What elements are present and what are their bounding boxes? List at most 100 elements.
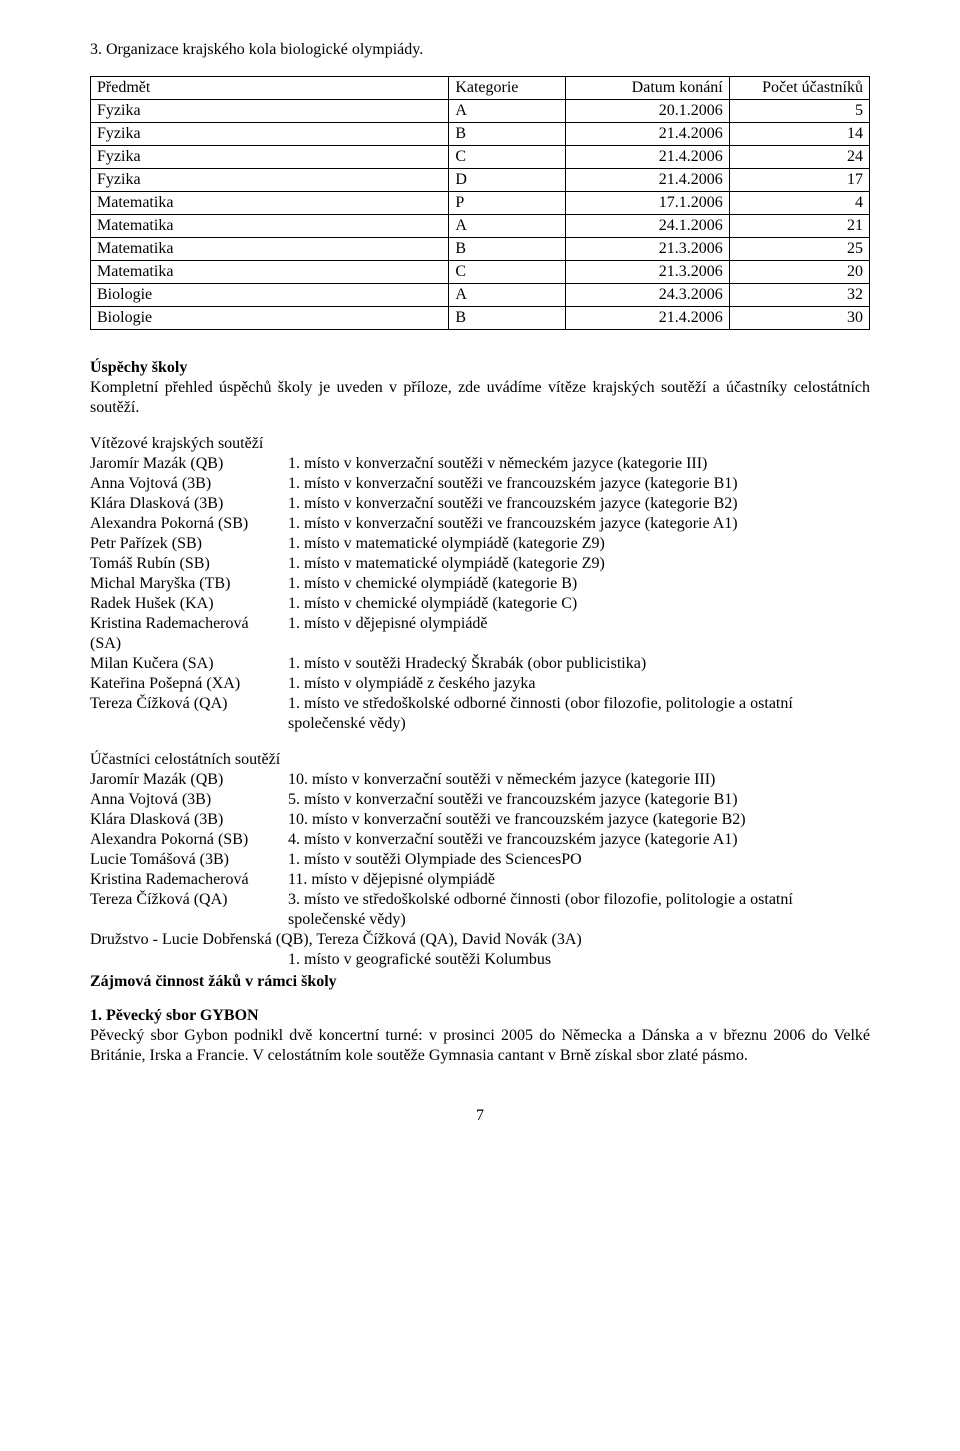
participant-name: Alexandra Pokorná (SB) bbox=[90, 830, 288, 850]
table-cell: Matematika bbox=[91, 192, 449, 215]
participant-name: Tereza Čížková (QA) bbox=[90, 694, 288, 714]
list-item: Anna Vojtová (3B)5. místo v konverzační … bbox=[90, 790, 870, 810]
list-item: Michal Maryška (TB)1. místo v chemické o… bbox=[90, 574, 870, 594]
table-cell: A bbox=[449, 100, 566, 123]
zajmova-heading: Zájmová činnost žáků v rámci školy bbox=[90, 972, 870, 992]
list-item: Milan Kučera (SA)1. místo v soutěži Hrad… bbox=[90, 654, 870, 674]
table-cell: B bbox=[449, 307, 566, 330]
table-cell: D bbox=[449, 169, 566, 192]
participant-result: 5. místo v konverzační soutěži ve franco… bbox=[288, 790, 870, 810]
vitezove-section: Vítězové krajských soutěží Jaromír Mazák… bbox=[90, 434, 870, 734]
table-cell: Fyzika bbox=[91, 146, 449, 169]
participant-name: Milan Kučera (SA) bbox=[90, 654, 288, 674]
list-item: Klára Dlasková (3B)10. místo v konverzač… bbox=[90, 810, 870, 830]
table-row: MatematikaP17.1.20064 bbox=[91, 192, 870, 215]
list-item: Jaromír Mazák (QB)1. místo v konverzační… bbox=[90, 454, 870, 474]
gybon-heading: 1. Pěvecký sbor GYBON bbox=[90, 1006, 870, 1026]
team-line-2: 1. místo v geografické soutěži Kolumbus bbox=[288, 950, 870, 970]
table-cell: 21.4.2006 bbox=[566, 169, 730, 192]
table-cell: 17 bbox=[729, 169, 869, 192]
participant-result: 1. místo v konverzační soutěži ve franco… bbox=[288, 514, 870, 534]
table-row: MatematikaA24.1.200621 bbox=[91, 215, 870, 238]
participant-result: 10. místo v konverzační soutěži ve franc… bbox=[288, 810, 870, 830]
col-count: Počet účastníků bbox=[729, 77, 869, 100]
list-item: Alexandra Pokorná (SB)1. místo v konverz… bbox=[90, 514, 870, 534]
table-cell: 5 bbox=[729, 100, 869, 123]
table-cell: 24.3.2006 bbox=[566, 284, 730, 307]
table-cell: A bbox=[449, 215, 566, 238]
table-cell: P bbox=[449, 192, 566, 215]
participant-name: Lucie Tomášová (3B) bbox=[90, 850, 288, 870]
participant-result: 11. místo v dějepisné olympiádě bbox=[288, 870, 870, 890]
team-line-2-row: 1. místo v geografické soutěži Kolumbus bbox=[90, 950, 870, 970]
participant-result: 1. místo v soutěži Hradecký Škrabák (obo… bbox=[288, 654, 870, 674]
table-row: FyzikaD21.4.200617 bbox=[91, 169, 870, 192]
uspechy-text: Kompletní přehled úspěchů školy je uvede… bbox=[90, 378, 870, 418]
participant-result: 1. místo v olympiádě z českého jazyka bbox=[288, 674, 870, 694]
table-cell: 20 bbox=[729, 261, 869, 284]
participant-name: Jaromír Mazák (QB) bbox=[90, 454, 288, 474]
list-item: Tereza Čížková (QA)1. místo ve středoško… bbox=[90, 694, 870, 734]
participant-result: 1. místo v konverzační soutěži ve franco… bbox=[288, 494, 870, 514]
table-cell: A bbox=[449, 284, 566, 307]
table-cell: 30 bbox=[729, 307, 869, 330]
participant-name: Tomáš Rubín (SB) bbox=[90, 554, 288, 574]
table-row: BiologieB21.4.200630 bbox=[91, 307, 870, 330]
document-page: 3. Organizace krajského kola biologické … bbox=[0, 0, 960, 1156]
list-item: Kristina Rademacherová (SA)1. místo v dě… bbox=[90, 614, 870, 654]
table-cell: 24.1.2006 bbox=[566, 215, 730, 238]
list-item: Tereza Čížková (QA)3. místo ve středoško… bbox=[90, 890, 870, 930]
participant-result: 4. místo v konverzační soutěži ve franco… bbox=[288, 830, 870, 850]
section-3-heading: 3. Organizace krajského kola biologické … bbox=[90, 40, 870, 60]
table-cell: 17.1.2006 bbox=[566, 192, 730, 215]
table-cell: 32 bbox=[729, 284, 869, 307]
participant-result: 1. místo v konverzační soutěži v německé… bbox=[288, 454, 870, 474]
ucastnici-section: Účastníci celostátních soutěží Jaromír M… bbox=[90, 750, 870, 970]
list-item: Jaromír Mazák (QB)10. místo v konverzačn… bbox=[90, 770, 870, 790]
table-cell: C bbox=[449, 261, 566, 284]
participant-name: Tereza Čížková (QA) bbox=[90, 890, 288, 910]
participant-name: Anna Vojtová (3B) bbox=[90, 790, 288, 810]
list-item: Petr Pařízek (SB)1. místo v matematické … bbox=[90, 534, 870, 554]
participant-name: Alexandra Pokorná (SB) bbox=[90, 514, 288, 534]
list-item: Anna Vojtová (3B)1. místo v konverzační … bbox=[90, 474, 870, 494]
table-cell: 21 bbox=[729, 215, 869, 238]
list-item: Kristina Rademacherová11. místo v dějepi… bbox=[90, 870, 870, 890]
table-cell: Fyzika bbox=[91, 123, 449, 146]
participant-name: Petr Pařízek (SB) bbox=[90, 534, 288, 554]
participant-name: Klára Dlasková (3B) bbox=[90, 494, 288, 514]
participant-result: 10. místo v konverzační soutěži v německ… bbox=[288, 770, 870, 790]
table-cell: C bbox=[449, 146, 566, 169]
table-cell: Biologie bbox=[91, 307, 449, 330]
table-cell: Matematika bbox=[91, 215, 449, 238]
list-item: Lucie Tomášová (3B)1. místo v soutěži Ol… bbox=[90, 850, 870, 870]
table-cell: 21.4.2006 bbox=[566, 146, 730, 169]
table-cell: 4 bbox=[729, 192, 869, 215]
participant-name: Radek Hušek (KA) bbox=[90, 594, 288, 614]
list-item: Radek Hušek (KA)1. místo v chemické olym… bbox=[90, 594, 870, 614]
list-item: Tomáš Rubín (SB)1. místo v matematické o… bbox=[90, 554, 870, 574]
table-cell: 21.4.2006 bbox=[566, 307, 730, 330]
table-cell: 25 bbox=[729, 238, 869, 261]
table-row: FyzikaC21.4.200624 bbox=[91, 146, 870, 169]
participant-name: Kristina Rademacherová bbox=[90, 870, 288, 890]
table-cell: Matematika bbox=[91, 261, 449, 284]
table-cell: 21.4.2006 bbox=[566, 123, 730, 146]
table-cell: Matematika bbox=[91, 238, 449, 261]
table-cell: 24 bbox=[729, 146, 869, 169]
participant-result: 3. místo ve středoškolské odborné činnos… bbox=[288, 890, 870, 930]
team-line-1: Družstvo - Lucie Dobřenská (QB), Tereza … bbox=[90, 930, 870, 950]
list-item: Alexandra Pokorná (SB)4. místo v konverz… bbox=[90, 830, 870, 850]
participant-result: 1. místo v chemické olympiádě (kategorie… bbox=[288, 594, 870, 614]
table-cell: 20.1.2006 bbox=[566, 100, 730, 123]
uspechy-heading: Úspěchy školy bbox=[90, 358, 870, 378]
table-header-row: Předmět Kategorie Datum konání Počet úča… bbox=[91, 77, 870, 100]
table-cell: Fyzika bbox=[91, 100, 449, 123]
participant-result: 1. místo v konverzační soutěži ve franco… bbox=[288, 474, 870, 494]
participant-result: 1. místo v matematické olympiádě (katego… bbox=[288, 554, 870, 574]
table-row: BiologieA24.3.200632 bbox=[91, 284, 870, 307]
participant-name: Klára Dlasková (3B) bbox=[90, 810, 288, 830]
olympiad-table: Předmět Kategorie Datum konání Počet úča… bbox=[90, 76, 870, 330]
vitezove-heading: Vítězové krajských soutěží bbox=[90, 434, 870, 454]
table-row: FyzikaA20.1.20065 bbox=[91, 100, 870, 123]
